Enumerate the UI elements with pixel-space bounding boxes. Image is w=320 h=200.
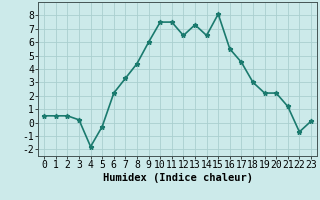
X-axis label: Humidex (Indice chaleur): Humidex (Indice chaleur) [103, 173, 252, 183]
